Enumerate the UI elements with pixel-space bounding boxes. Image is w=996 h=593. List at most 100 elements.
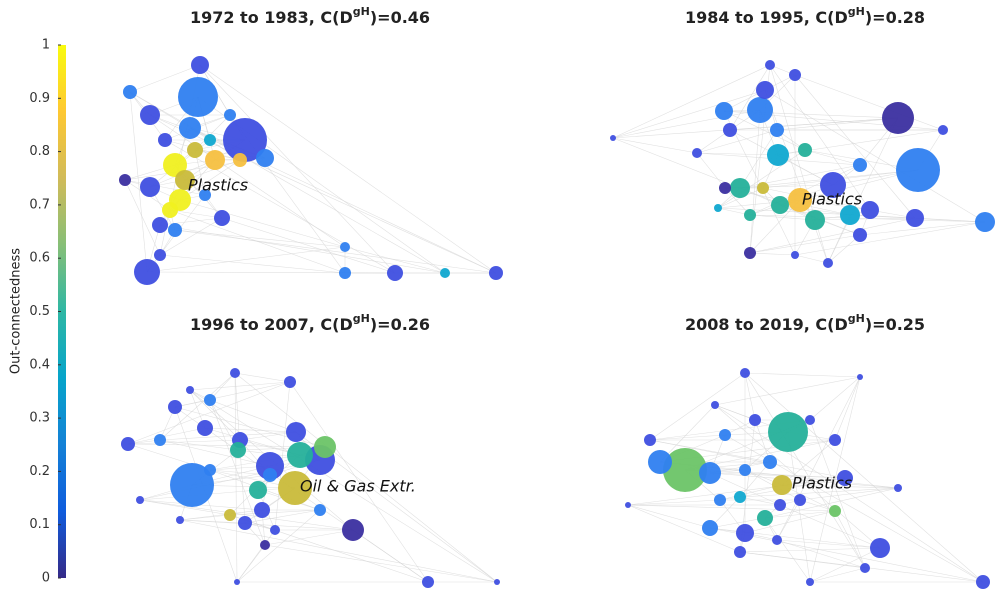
edge [159,254,346,274]
title-part: 1972 to 1983, C(D [190,8,353,27]
edge [827,234,861,264]
edge [809,376,861,421]
node [263,468,277,482]
node [771,196,789,214]
edge [749,252,796,256]
node [739,464,751,476]
node-label: Plastics [792,474,852,493]
node [976,575,990,589]
edge [714,376,861,406]
edge [612,64,771,139]
node [610,135,616,141]
node [340,242,350,252]
edge [776,117,899,131]
edge [794,254,829,264]
node [191,56,209,74]
colorbar-tick-label: 0.8 [29,144,50,159]
node [256,149,274,167]
node [711,401,719,409]
edge [264,544,498,583]
edge [244,509,321,524]
node [625,502,631,508]
edge [709,527,984,583]
edge [179,519,498,583]
node [805,415,815,425]
edge [189,389,498,583]
edge [199,64,497,274]
colorbar-tick-label: 0.1 [29,517,50,532]
node-label: Plastics [188,176,248,195]
title-part: )=0.28 [865,8,925,27]
node [719,429,731,441]
node [284,376,296,388]
node [648,450,672,474]
title-part: )=0.46 [370,8,430,27]
edge [229,514,429,583]
node [768,412,808,452]
panel-title: 1996 to 2007, C(DgH)=0.26 [190,312,430,334]
edge [189,389,241,441]
edges [124,64,986,583]
edge [749,214,816,221]
node [736,524,754,542]
edge [859,221,986,236]
node [882,102,914,134]
node [744,247,756,259]
node [387,265,403,281]
colorbar-tick-label: 0.4 [29,357,50,372]
colorbar-tick-label: 0.7 [29,197,50,212]
edge [174,229,346,248]
edge [139,499,231,516]
colorbar-tick-label: 0.3 [29,411,50,426]
node [857,374,863,380]
edge [769,64,871,211]
node [860,563,870,573]
panel-title: 2008 to 2019, C(DgH)=0.25 [685,312,925,334]
node [286,422,306,442]
edge [764,517,811,583]
edge [159,439,271,467]
node [770,123,784,137]
edge [229,474,271,516]
node [223,118,267,162]
title-part: gH [353,312,370,325]
node [699,462,721,484]
node [278,471,312,505]
edge [236,509,321,583]
edge [834,376,861,441]
node-label: Plastics [802,190,862,209]
title-part: )=0.26 [370,315,430,334]
title-part: gH [848,5,865,18]
edge [723,110,806,151]
node [205,150,225,170]
node [186,386,194,394]
node [757,182,769,194]
edge [174,229,497,274]
node [765,60,775,70]
node [663,448,707,492]
edge [164,139,396,274]
edge [649,439,846,479]
edge [809,376,861,583]
edge [754,419,771,463]
node [179,117,201,139]
edge [724,434,984,583]
edge [129,64,201,93]
edge [127,381,291,445]
node [204,394,216,406]
edge [264,529,354,546]
edge [809,567,866,583]
edge [794,74,916,219]
edge [724,187,751,216]
node [154,434,166,446]
node [794,494,806,506]
node [744,209,756,221]
edge [199,64,396,274]
node [254,502,270,518]
node [230,442,246,458]
edge [744,372,866,569]
node [853,228,867,242]
node [853,158,867,172]
edge [914,217,986,223]
